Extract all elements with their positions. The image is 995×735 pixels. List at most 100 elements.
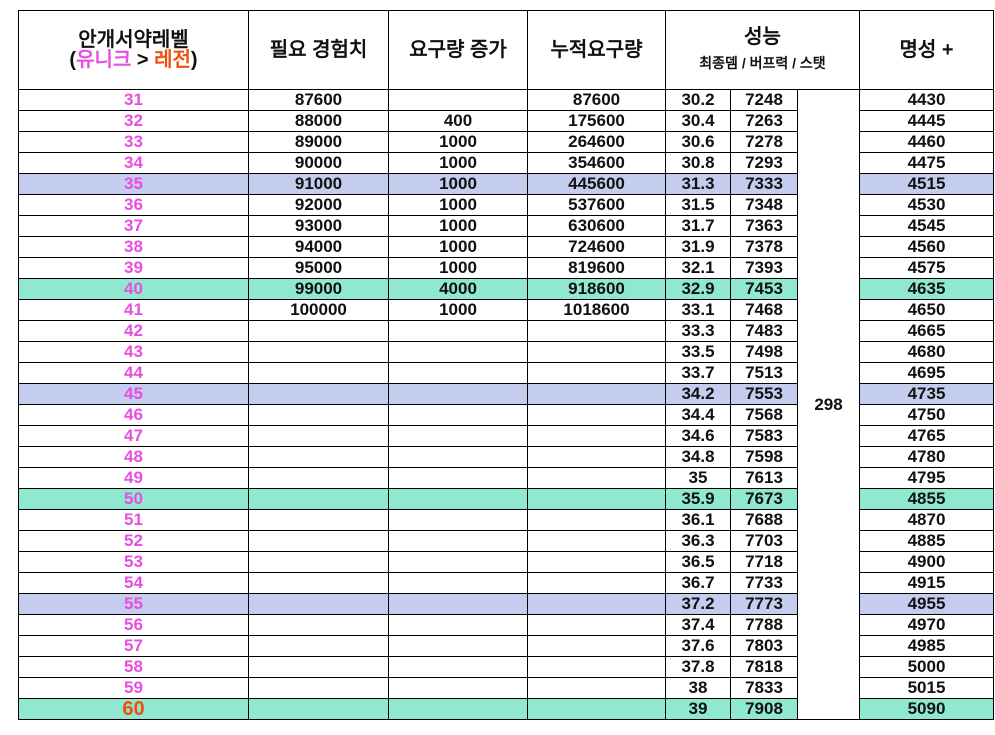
paren-close: ) xyxy=(190,49,198,71)
exp-cell xyxy=(248,530,389,552)
increase-cell xyxy=(388,698,528,720)
cumulative-cell xyxy=(527,362,666,384)
header-row: 안개서약레벨 (유니크 > 레전) 필요 경험치 요구량 증가 누적요구량 성능… xyxy=(18,10,994,90)
exp-cell xyxy=(248,593,389,615)
fame-cell: 4445 xyxy=(859,110,994,132)
fame-cell: 4765 xyxy=(859,425,994,447)
increase-cell: 400 xyxy=(388,110,528,132)
increase-cell: 4000 xyxy=(388,278,528,300)
level-cell: 57 xyxy=(18,635,249,657)
exp-cell: 99000 xyxy=(248,278,389,300)
fame-cell: 4885 xyxy=(859,530,994,552)
final-damage-cell: 37.2 xyxy=(665,593,731,615)
final-damage-cell: 31.3 xyxy=(665,173,731,195)
table-row: 41 100000 1000 1018600 33.1 7468 4650 xyxy=(18,299,994,321)
exp-cell xyxy=(248,467,389,489)
level-cell: 45 xyxy=(18,383,249,405)
fame-cell: 4750 xyxy=(859,404,994,426)
buff-power-cell: 7348 xyxy=(730,194,798,216)
cumulative-cell: 445600 xyxy=(527,173,666,195)
arrow: > xyxy=(131,49,155,71)
increase-cell xyxy=(388,656,528,678)
exp-cell: 89000 xyxy=(248,131,389,153)
buff-power-cell: 7278 xyxy=(730,131,798,153)
increase-cell: 1000 xyxy=(388,173,528,195)
final-damage-cell: 37.8 xyxy=(665,656,731,678)
buff-power-cell: 7248 xyxy=(730,89,798,111)
level-cell: 38 xyxy=(18,236,249,258)
level-cell: 52 xyxy=(18,530,249,552)
final-damage-cell: 31.9 xyxy=(665,236,731,258)
table-row: 60 39 7908 5090 xyxy=(18,698,994,720)
increase-cell xyxy=(388,572,528,594)
buff-power-cell: 7818 xyxy=(730,656,798,678)
exp-cell xyxy=(248,572,389,594)
exp-cell xyxy=(248,488,389,510)
fame-cell: 4650 xyxy=(859,299,994,321)
final-damage-cell: 36.1 xyxy=(665,509,731,531)
buff-power-cell: 7393 xyxy=(730,257,798,279)
buff-power-cell: 7483 xyxy=(730,320,798,342)
level-cell: 50 xyxy=(18,488,249,510)
level-cell: 53 xyxy=(18,551,249,573)
performance-title: 성능 xyxy=(744,26,781,48)
final-damage-cell: 39 xyxy=(665,698,731,720)
performance-subtitle: 최종뎀 / 버프력 / 스탯 xyxy=(699,55,826,71)
final-damage-cell: 36.7 xyxy=(665,572,731,594)
fame-cell: 4665 xyxy=(859,320,994,342)
level-subtitle: (유니크 > 레전) xyxy=(69,49,197,71)
header-exp: 필요 경험치 xyxy=(248,10,389,90)
fame-cell: 4680 xyxy=(859,341,994,363)
exp-cell xyxy=(248,635,389,657)
exp-cell xyxy=(248,404,389,426)
exp-cell xyxy=(248,320,389,342)
increase-cell xyxy=(388,320,528,342)
level-cell: 54 xyxy=(18,572,249,594)
buff-power-cell: 7363 xyxy=(730,215,798,237)
level-cell: 31 xyxy=(18,89,249,111)
increase-cell xyxy=(388,383,528,405)
buff-power-cell: 7803 xyxy=(730,635,798,657)
fame-cell: 4915 xyxy=(859,572,994,594)
level-cell: 48 xyxy=(18,446,249,468)
fame-cell: 4955 xyxy=(859,593,994,615)
cumulative-cell xyxy=(527,488,666,510)
fame-cell: 4695 xyxy=(859,362,994,384)
table-row: 46 34.4 7568 4750 xyxy=(18,404,994,426)
exp-cell: 93000 xyxy=(248,215,389,237)
exp-cell: 88000 xyxy=(248,110,389,132)
level-cell: 43 xyxy=(18,341,249,363)
final-damage-cell: 30.6 xyxy=(665,131,731,153)
increase-cell: 1000 xyxy=(388,299,528,321)
fame-cell: 5015 xyxy=(859,677,994,699)
level-title: 안개서약레벨 xyxy=(78,29,189,51)
level-cell: 49 xyxy=(18,467,249,489)
buff-power-cell: 7613 xyxy=(730,467,798,489)
cumulative-cell xyxy=(527,635,666,657)
increase-cell xyxy=(388,446,528,468)
buff-power-cell: 7688 xyxy=(730,509,798,531)
final-damage-cell: 32.9 xyxy=(665,278,731,300)
table-row: 45 34.2 7553 4735 xyxy=(18,383,994,405)
final-damage-cell: 37.6 xyxy=(665,635,731,657)
cumulative-cell xyxy=(527,320,666,342)
final-damage-cell: 32.1 xyxy=(665,257,731,279)
increase-cell xyxy=(388,551,528,573)
buff-power-cell: 7378 xyxy=(730,236,798,258)
increase-cell xyxy=(388,593,528,615)
final-damage-cell: 34.8 xyxy=(665,446,731,468)
exp-cell: 87600 xyxy=(248,89,389,111)
exp-cell xyxy=(248,341,389,363)
cumulative-cell xyxy=(527,530,666,552)
exp-cell: 95000 xyxy=(248,257,389,279)
table-row: 39 95000 1000 819600 32.1 7393 4575 xyxy=(18,257,994,279)
fame-cell: 4460 xyxy=(859,131,994,153)
increase-cell xyxy=(388,341,528,363)
fame-cell: 4575 xyxy=(859,257,994,279)
increase-cell xyxy=(388,530,528,552)
buff-power-cell: 7263 xyxy=(730,110,798,132)
level-cell: 51 xyxy=(18,509,249,531)
exp-cell xyxy=(248,509,389,531)
table-row: 56 37.4 7788 4970 xyxy=(18,614,994,636)
